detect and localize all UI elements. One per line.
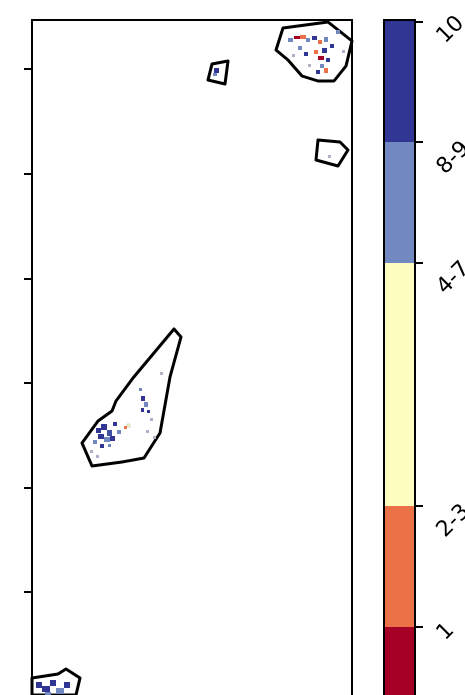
colorbar-label-10: 10 — [432, 11, 465, 48]
colorbar-frame — [383, 19, 416, 695]
colorbar: 10 8-9 4-7 2-3 1 — [383, 11, 465, 695]
region-small-upper — [206, 59, 230, 86]
region-central-boundary — [80, 327, 183, 468]
region-bottom-left — [30, 667, 82, 695]
region-central — [80, 327, 183, 468]
colorbar-segment-1 — [384, 627, 415, 695]
colorbar-ticks — [415, 21, 423, 628]
colorbar-segment-4-7 — [384, 263, 415, 506]
region-top-right — [274, 20, 354, 83]
colorbar-segment-8-9 — [384, 142, 415, 263]
region-central-cells — [90, 372, 163, 458]
map-frame — [31, 19, 353, 695]
colorbar-segment-2-3 — [384, 506, 415, 627]
y-axis-ticks — [24, 68, 32, 593]
map-panel — [24, 19, 354, 695]
region-top-right-cells — [288, 30, 345, 74]
colorbar-label-2-3: 2-3 — [432, 499, 465, 542]
region-small-right-boundary — [314, 138, 350, 168]
colorbar-label-1: 1 — [432, 618, 460, 646]
colorbar-label-4-7: 4-7 — [432, 256, 465, 299]
colorbar-label-8-9: 8-9 — [432, 136, 465, 179]
colorbar-segment-10 — [384, 20, 415, 142]
region-small-right — [314, 138, 350, 168]
